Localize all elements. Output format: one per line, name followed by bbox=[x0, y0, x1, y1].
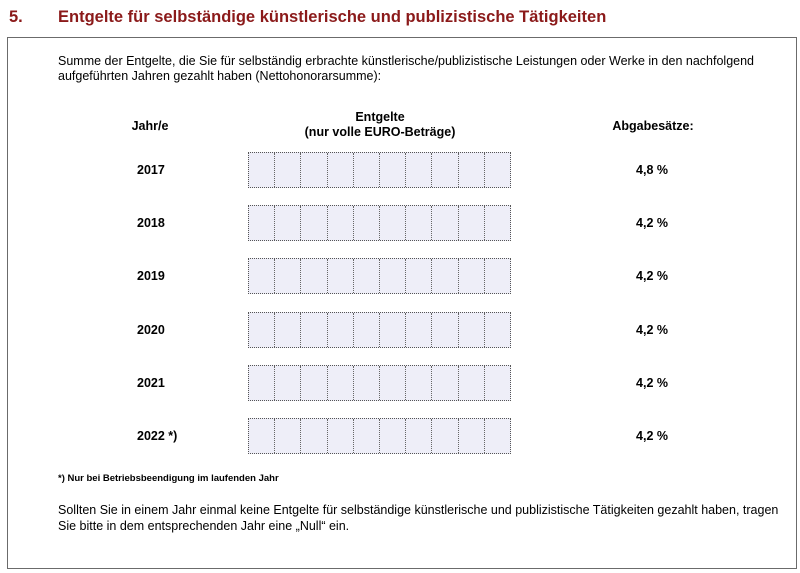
amount-input-group[interactable] bbox=[248, 311, 511, 348]
amount-digit-cell[interactable] bbox=[459, 365, 485, 400]
footnote: *) Nur bei Betriebsbeendigung im laufend… bbox=[58, 473, 279, 484]
amount-digit-cell[interactable] bbox=[432, 365, 459, 400]
amount-digit-cell[interactable] bbox=[406, 206, 433, 241]
amount-digit-cell[interactable] bbox=[459, 153, 485, 187]
amount-digit-cell[interactable] bbox=[354, 312, 381, 347]
closing-text: Sollten Sie in einem Jahr einmal keine E… bbox=[58, 503, 779, 533]
amount-digit-cell[interactable] bbox=[249, 312, 276, 347]
amount-digit-cell[interactable] bbox=[328, 312, 354, 347]
amount-digit-cell[interactable] bbox=[485, 259, 510, 293]
section-number: 5. bbox=[9, 8, 23, 26]
table-row: 2017 4,8 % bbox=[0, 152, 800, 189]
amount-input-group[interactable] bbox=[248, 364, 511, 401]
column-header-rate: Abgabesätze: bbox=[612, 119, 694, 133]
amount-digit-cell[interactable] bbox=[406, 419, 433, 453]
amount-digit-cell[interactable] bbox=[459, 206, 485, 241]
amount-digit-cell[interactable] bbox=[459, 419, 485, 453]
amount-digit-cell[interactable] bbox=[485, 206, 510, 240]
row-year: 2018 bbox=[137, 216, 165, 231]
table-row: 2021 4,2 % bbox=[0, 364, 800, 402]
amount-digit-cell[interactable] bbox=[485, 419, 510, 453]
amount-digit-cell[interactable] bbox=[328, 153, 354, 187]
column-header-amount: Entgelte (nur volle EURO-Beträge) bbox=[280, 110, 480, 140]
row-rate: 4,2 % bbox=[636, 216, 668, 231]
amount-digit-cell[interactable] bbox=[354, 419, 381, 453]
section-frame bbox=[7, 37, 797, 569]
amount-digit-cell[interactable] bbox=[380, 206, 407, 241]
amount-digit-cell[interactable] bbox=[432, 419, 459, 453]
amount-digit-cell[interactable] bbox=[406, 153, 433, 187]
amount-digit-cell[interactable] bbox=[432, 153, 459, 187]
amount-digit-cell[interactable] bbox=[301, 365, 328, 400]
section-heading: Entgelte für selbständige künstlerische … bbox=[58, 8, 607, 26]
amount-digit-cell[interactable] bbox=[354, 206, 381, 241]
amount-input-group[interactable] bbox=[248, 152, 511, 188]
amount-digit-cell[interactable] bbox=[354, 153, 381, 187]
amount-input-group[interactable] bbox=[248, 258, 511, 295]
amount-digit-cell[interactable] bbox=[275, 259, 302, 294]
row-rate: 4,2 % bbox=[636, 322, 668, 337]
amount-digit-cell[interactable] bbox=[275, 419, 302, 453]
row-year: 2020 bbox=[137, 322, 165, 337]
amount-digit-cell[interactable] bbox=[432, 312, 459, 347]
amount-digit-cell[interactable] bbox=[301, 206, 328, 241]
table-row: 2022 *) 4,2 % bbox=[0, 418, 800, 455]
amount-digit-cell[interactable] bbox=[406, 312, 433, 347]
amount-digit-cell[interactable] bbox=[459, 259, 485, 294]
row-rate: 4,2 % bbox=[636, 375, 668, 390]
row-year: 2017 bbox=[137, 163, 165, 177]
amount-digit-cell[interactable] bbox=[485, 153, 510, 187]
column-header-amount-line2: (nur volle EURO-Beträge) bbox=[304, 125, 456, 139]
amount-digit-cell[interactable] bbox=[485, 313, 510, 347]
intro-text: Summe der Entgelte, die Sie für selbstän… bbox=[58, 54, 755, 83]
amount-digit-cell[interactable] bbox=[328, 259, 354, 294]
table-row: 2019 4,2 % bbox=[0, 258, 800, 295]
amount-digit-cell[interactable] bbox=[249, 365, 276, 400]
amount-digit-cell[interactable] bbox=[301, 153, 328, 187]
table-row: 2018 4,2 % bbox=[0, 205, 800, 242]
amount-digit-cell[interactable] bbox=[432, 259, 459, 294]
amount-digit-cell[interactable] bbox=[328, 419, 354, 453]
row-year: 2022 *) bbox=[137, 429, 178, 443]
amount-digit-cell[interactable] bbox=[354, 259, 381, 294]
amount-digit-cell[interactable] bbox=[249, 259, 276, 294]
section-title: 5. Entgelte für selbständige künstlerisch… bbox=[9, 8, 606, 27]
row-rate: 4,8 % bbox=[636, 163, 668, 177]
amount-input-group[interactable] bbox=[248, 205, 511, 242]
amount-digit-cell[interactable] bbox=[459, 312, 485, 347]
amount-digit-cell[interactable] bbox=[301, 419, 328, 453]
column-header-year: Jahr/e bbox=[131, 119, 169, 133]
row-rate: 4,2 % bbox=[636, 429, 668, 443]
column-header-amount-line1: Entgelte bbox=[355, 110, 405, 124]
amount-digit-cell[interactable] bbox=[380, 312, 407, 347]
row-year: 2019 bbox=[137, 269, 165, 284]
row-year: 2021 bbox=[137, 375, 165, 390]
amount-digit-cell[interactable] bbox=[406, 259, 433, 294]
amount-digit-cell[interactable] bbox=[249, 153, 276, 187]
amount-digit-cell[interactable] bbox=[380, 153, 407, 187]
amount-digit-cell[interactable] bbox=[275, 206, 302, 241]
amount-digit-cell[interactable] bbox=[380, 419, 407, 453]
amount-input-group[interactable] bbox=[248, 418, 511, 454]
amount-digit-cell[interactable] bbox=[380, 365, 407, 400]
amount-digit-cell[interactable] bbox=[249, 206, 276, 241]
amount-digit-cell[interactable] bbox=[432, 206, 459, 241]
amount-digit-cell[interactable] bbox=[380, 259, 407, 294]
amount-digit-cell[interactable] bbox=[354, 365, 381, 400]
amount-digit-cell[interactable] bbox=[406, 365, 433, 400]
amount-digit-cell[interactable] bbox=[275, 365, 302, 400]
amount-digit-cell[interactable] bbox=[301, 312, 328, 347]
amount-digit-cell[interactable] bbox=[301, 259, 328, 294]
amount-digit-cell[interactable] bbox=[275, 153, 302, 187]
table-row: 2020 4,2 % bbox=[0, 311, 800, 349]
amount-digit-cell[interactable] bbox=[328, 206, 354, 241]
amount-digit-cell[interactable] bbox=[328, 365, 354, 400]
amount-digit-cell[interactable] bbox=[275, 312, 302, 347]
row-rate: 4,2 % bbox=[636, 269, 668, 284]
amount-digit-cell[interactable] bbox=[249, 419, 276, 453]
amount-digit-cell[interactable] bbox=[485, 366, 510, 400]
